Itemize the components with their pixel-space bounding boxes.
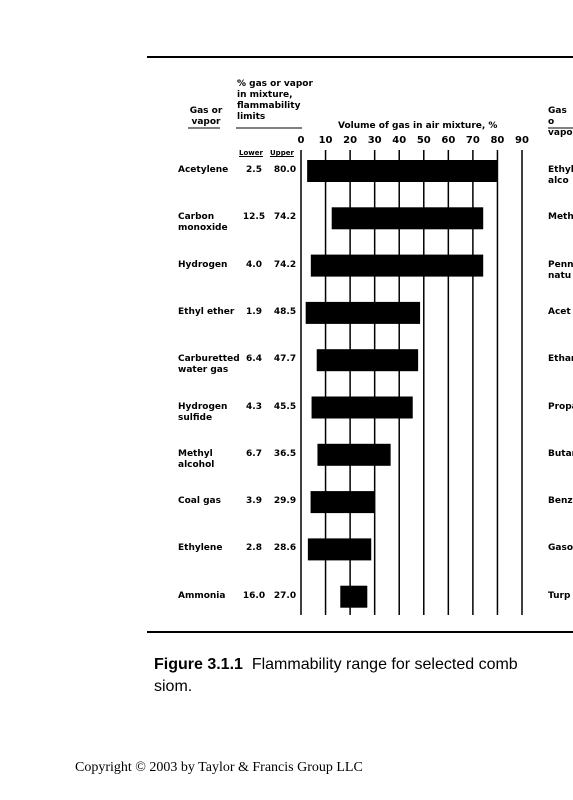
limits-header: % gas or vapor in mixture, flammability … bbox=[237, 79, 313, 122]
limit-value: 4.3 bbox=[246, 401, 262, 412]
range-bar bbox=[316, 349, 419, 372]
limit-value: 4.0 bbox=[246, 259, 262, 270]
category-label: Ethylene bbox=[178, 543, 223, 554]
limit-value: 36.5 bbox=[273, 448, 297, 459]
right-column-label: Propa bbox=[548, 401, 573, 412]
x-tick-label: 10 bbox=[319, 135, 333, 146]
right-column-label: Acet bbox=[548, 306, 571, 317]
right-column-label: Turp bbox=[548, 590, 571, 601]
range-bar bbox=[331, 207, 484, 230]
caption: Figure 3.1.1 Flammability range for sele… bbox=[154, 654, 518, 698]
gas-header-right: Gas o vapo bbox=[548, 106, 573, 138]
x-tick-label: 40 bbox=[392, 135, 406, 146]
limit-value: 74.2 bbox=[273, 212, 297, 223]
category-label: Carbon monoxide bbox=[178, 212, 228, 234]
limit-value: 28.6 bbox=[273, 543, 297, 554]
x-tick-label: 20 bbox=[343, 135, 357, 146]
limit-value: 74.2 bbox=[273, 259, 297, 270]
right-column-label: Meth bbox=[548, 212, 573, 223]
limit-value: 1.9 bbox=[246, 306, 262, 317]
range-bar bbox=[307, 538, 372, 561]
x-tick-label: 60 bbox=[441, 135, 455, 146]
category-label: Carburetted water gas bbox=[178, 354, 240, 376]
limit-value: 6.4 bbox=[246, 354, 262, 365]
limit-value: 80.0 bbox=[273, 165, 297, 175]
range-bar bbox=[340, 585, 368, 608]
category-label: Methyl alcohol bbox=[178, 448, 215, 470]
limit-value: 2.8 bbox=[246, 543, 262, 554]
x-tick-label: 80 bbox=[490, 135, 504, 146]
x-axis-title: Volume of gas in air mixture, % bbox=[338, 121, 498, 131]
x-tick-label: 50 bbox=[417, 135, 431, 146]
limit-value: 12.5 bbox=[242, 212, 266, 223]
column-header: Upper bbox=[270, 149, 294, 157]
category-label: Hydrogen sulfide bbox=[178, 401, 228, 423]
range-bar bbox=[311, 396, 413, 419]
limit-value: 2.5 bbox=[246, 165, 262, 175]
copyright: Copyright © 2003 by Taylor & Francis Gro… bbox=[75, 760, 363, 775]
limit-value: 48.5 bbox=[273, 306, 297, 317]
limit-value: 27.0 bbox=[273, 590, 297, 601]
right-column-label: Ethan bbox=[548, 354, 573, 365]
range-bar bbox=[305, 301, 421, 324]
category-label: Ammonia bbox=[178, 590, 226, 601]
category-label: Acetylene bbox=[178, 165, 229, 175]
category-label: Coal gas bbox=[178, 496, 221, 507]
caption-text: Flammability range for selected comb bbox=[251, 656, 518, 673]
range-bar bbox=[317, 443, 391, 466]
x-tick-label: 0 bbox=[298, 135, 305, 146]
column-header: Lower bbox=[239, 149, 263, 157]
limit-value: 16.0 bbox=[242, 590, 266, 601]
limit-value: 47.7 bbox=[273, 354, 297, 365]
right-column-label: Gasol bbox=[548, 543, 573, 554]
x-tick-label: 90 bbox=[515, 135, 529, 146]
category-label: Hydrogen bbox=[178, 259, 228, 270]
limit-value: 3.9 bbox=[246, 496, 262, 507]
right-column-label: Butar bbox=[548, 448, 573, 459]
range-bar bbox=[307, 160, 498, 182]
limit-value: 29.9 bbox=[273, 496, 297, 507]
right-column-label: Penn natu bbox=[548, 259, 573, 281]
x-tick-label: 30 bbox=[368, 135, 382, 146]
right-column-label: Ethyl alco bbox=[548, 165, 573, 186]
limit-value: 45.5 bbox=[273, 401, 297, 412]
range-bar bbox=[310, 491, 375, 514]
right-column-label: Benz bbox=[548, 496, 573, 507]
limit-value: 6.7 bbox=[246, 448, 262, 459]
x-tick-label: 70 bbox=[466, 135, 480, 146]
range-bar bbox=[310, 254, 484, 277]
category-label: Ethyl ether bbox=[178, 306, 235, 317]
caption-label: Figure 3.1.1 bbox=[154, 656, 243, 673]
caption-continuation: siom. bbox=[154, 678, 193, 695]
gas-header: Gas or vapor bbox=[189, 106, 223, 127]
